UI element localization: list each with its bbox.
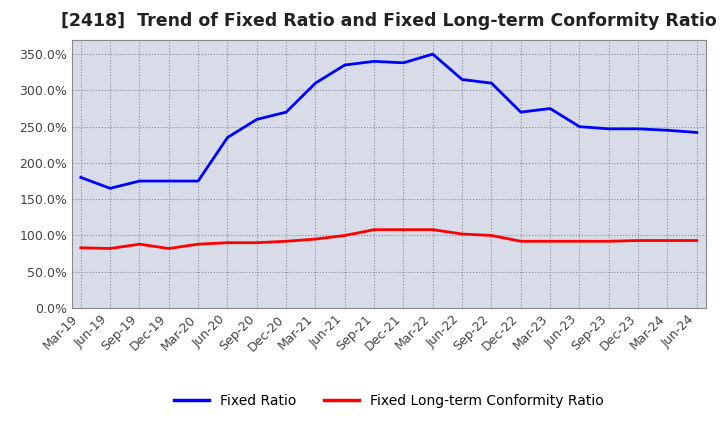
Fixed Ratio	[311, 81, 320, 86]
Fixed Ratio	[341, 62, 349, 68]
Fixed Ratio	[487, 81, 496, 86]
Fixed Long-term Conformity Ratio	[282, 238, 290, 244]
Line: Fixed Long-term Conformity Ratio: Fixed Long-term Conformity Ratio	[81, 230, 697, 249]
Fixed Ratio	[399, 60, 408, 66]
Fixed Long-term Conformity Ratio	[370, 227, 379, 232]
Fixed Long-term Conformity Ratio	[605, 238, 613, 244]
Fixed Long-term Conformity Ratio	[428, 227, 437, 232]
Fixed Long-term Conformity Ratio	[399, 227, 408, 232]
Fixed Long-term Conformity Ratio	[135, 242, 144, 247]
Fixed Long-term Conformity Ratio	[546, 238, 554, 244]
Fixed Long-term Conformity Ratio	[164, 246, 173, 251]
Fixed Ratio	[575, 124, 584, 129]
Fixed Ratio	[282, 110, 290, 115]
Fixed Ratio	[693, 130, 701, 135]
Fixed Long-term Conformity Ratio	[634, 238, 642, 243]
Fixed Ratio	[223, 135, 232, 140]
Fixed Long-term Conformity Ratio	[76, 245, 85, 250]
Fixed Long-term Conformity Ratio	[693, 238, 701, 243]
Fixed Long-term Conformity Ratio	[106, 246, 114, 251]
Fixed Long-term Conformity Ratio	[253, 240, 261, 246]
Fixed Ratio	[634, 126, 642, 132]
Fixed Ratio	[194, 178, 202, 183]
Fixed Ratio	[370, 59, 379, 64]
Fixed Ratio	[663, 128, 672, 133]
Fixed Ratio	[106, 186, 114, 191]
Fixed Ratio	[76, 175, 85, 180]
Fixed Ratio	[428, 51, 437, 57]
Fixed Long-term Conformity Ratio	[663, 238, 672, 243]
Fixed Long-term Conformity Ratio	[487, 233, 496, 238]
Fixed Long-term Conformity Ratio	[341, 233, 349, 238]
Fixed Ratio	[546, 106, 554, 111]
Fixed Ratio	[458, 77, 467, 82]
Fixed Long-term Conformity Ratio	[575, 238, 584, 244]
Legend: Fixed Ratio, Fixed Long-term Conformity Ratio: Fixed Ratio, Fixed Long-term Conformity …	[168, 389, 609, 414]
Fixed Long-term Conformity Ratio	[194, 242, 202, 247]
Fixed Long-term Conformity Ratio	[458, 231, 467, 237]
Line: Fixed Ratio: Fixed Ratio	[81, 54, 697, 188]
Fixed Long-term Conformity Ratio	[223, 240, 232, 246]
Fixed Ratio	[516, 110, 525, 115]
Fixed Long-term Conformity Ratio	[516, 238, 525, 244]
Fixed Ratio	[605, 126, 613, 132]
Title: [2418]  Trend of Fixed Ratio and Fixed Long-term Conformity Ratio: [2418] Trend of Fixed Ratio and Fixed Lo…	[61, 12, 716, 30]
Fixed Ratio	[135, 178, 144, 183]
Fixed Ratio	[253, 117, 261, 122]
Fixed Long-term Conformity Ratio	[311, 236, 320, 242]
Fixed Ratio	[164, 178, 173, 183]
